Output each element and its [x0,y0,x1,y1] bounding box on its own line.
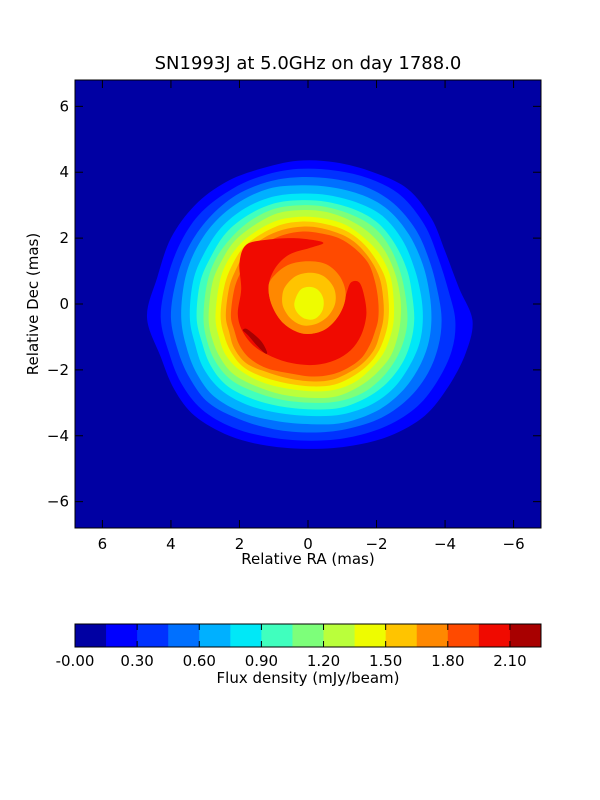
colorbar-tick-label: 1.80 [431,652,464,670]
colorbar-tick-label: 0.30 [120,652,153,670]
plot-area: 6 4 2 0 −2 −4 −6 6 4 2 0 −2 −4 −6 [47,79,542,553]
x-tick-label: 2 [235,535,245,553]
colorbar-tick-label: -0.00 [56,652,95,670]
y-tick-label: −6 [47,493,69,511]
colorbar-cell [106,624,138,647]
y-axis-label: Relative Dec (mas) [24,233,42,375]
colorbar-label: Flux density (mJy/beam) [217,669,400,687]
colorbar-cell [230,624,262,647]
contour-band-17 [294,286,324,320]
colorbar-cell [447,624,480,647]
colorbar-cell [416,624,449,647]
colorbar-tick-label: 0.90 [245,652,278,670]
y-tick-label: −4 [47,427,69,445]
colorbar-cell [509,624,542,647]
y-tick-label: 4 [59,163,69,181]
x-axis-label: Relative RA (mas) [241,550,374,568]
colorbar-tick-label: 2.10 [493,652,526,670]
colorbar-frame [74,623,542,648]
x-axis-ticks: 6 4 2 0 −2 −4 −6 [98,80,525,553]
x-tick-label: 0 [303,535,313,553]
y-tick-label: 2 [59,229,69,247]
x-tick-label: −6 [503,535,525,553]
chart-title: SN1993J at 5.0GHz on day 1788.0 [155,53,462,74]
y-axis-ticks: 6 4 2 0 −2 −4 −6 [47,97,541,511]
colorbar-cell [199,624,231,647]
colorbar-cell [168,624,200,647]
x-tick-label: −4 [434,535,456,553]
colorbar-cells [75,624,542,647]
y-tick-label: −2 [47,361,69,379]
colorbar-tick-label: 0.60 [183,652,216,670]
x-tick-label: 4 [166,535,176,553]
colorbar-cell [75,624,107,647]
colorbar-cell [292,624,325,647]
colorbar-tick-label: 1.50 [369,652,402,670]
colorbar-cell [137,624,169,647]
colorbar-cell [478,624,511,647]
colorbar-cell [323,624,356,647]
colorbar-cell [261,624,293,647]
colorbar-cell [354,624,387,647]
contour-band-12 [237,238,367,366]
colorbar-ticks: -0.00 0.30 0.60 0.90 1.20 1.50 1.80 2.10 [56,624,527,670]
contour-band-14 [242,328,268,354]
x-tick-label: 6 [98,535,108,553]
contour-layer [146,160,473,449]
colorbar-cell [385,624,418,647]
colorbar-tick-label: 1.20 [307,652,340,670]
y-tick-label: 6 [59,97,69,115]
x-tick-label: −2 [365,535,387,553]
colorbar: -0.00 0.30 0.60 0.90 1.20 1.50 1.80 2.10 [56,623,542,670]
y-tick-label: 0 [59,295,69,313]
